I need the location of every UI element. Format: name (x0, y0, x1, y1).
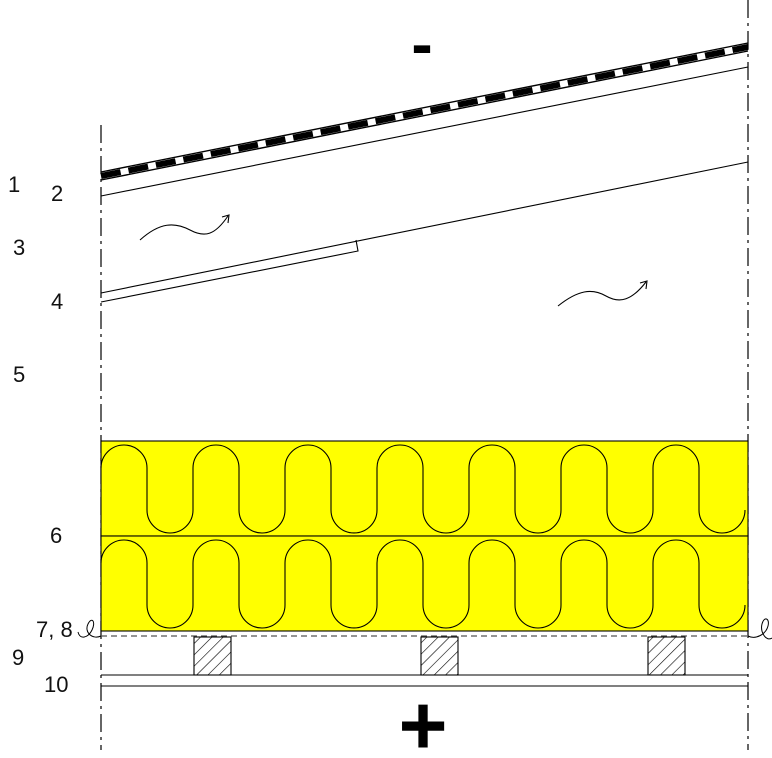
airflow-arrow-upper (139, 214, 230, 241)
insulation-layer-lower (100, 535, 749, 632)
label-6: 6 (50, 523, 62, 548)
vapour-barrier-left-end (77, 619, 102, 638)
batten-2 (420, 636, 459, 676)
label-4: 4 (51, 289, 63, 314)
roof-covering-top-line (100, 42, 749, 173)
label-5: 5 (13, 362, 25, 387)
vapour-barrier-right-end (747, 618, 772, 640)
layer-2-line (100, 66, 749, 197)
airflow-arrow-lower (557, 280, 648, 307)
label-9: 9 (12, 645, 24, 670)
layer-4-overlap (100, 239, 359, 303)
insulation-wave-lower (100, 539, 746, 629)
layer-4-upper-line (100, 161, 749, 294)
label-1: 1 (8, 172, 20, 197)
insulation-layer-upper (100, 440, 749, 537)
label-7-8: 7, 8 (36, 617, 73, 642)
label-2: 2 (51, 181, 63, 206)
inside-plus-sign: + (398, 678, 447, 758)
roof-covering-dashes (100, 44, 749, 179)
batten-3 (647, 636, 686, 676)
label-3: 3 (13, 235, 25, 260)
label-10: 10 (44, 672, 68, 697)
outside-minus-sign: - (411, 8, 432, 80)
batten-1 (193, 636, 232, 676)
roof-covering-bottom-line (100, 50, 749, 181)
insulation-wave-upper (100, 444, 746, 534)
